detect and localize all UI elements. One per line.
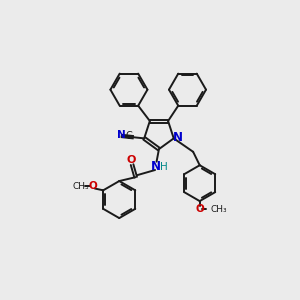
Text: C: C [126, 131, 132, 141]
Text: N: N [151, 160, 161, 173]
Text: N: N [173, 131, 183, 144]
Text: N: N [117, 130, 126, 140]
Text: H: H [160, 162, 167, 172]
Text: CH₃: CH₃ [211, 205, 227, 214]
Text: O: O [126, 155, 136, 166]
Text: O: O [195, 204, 204, 214]
Text: O: O [89, 181, 98, 191]
Text: CH₃: CH₃ [73, 182, 89, 190]
